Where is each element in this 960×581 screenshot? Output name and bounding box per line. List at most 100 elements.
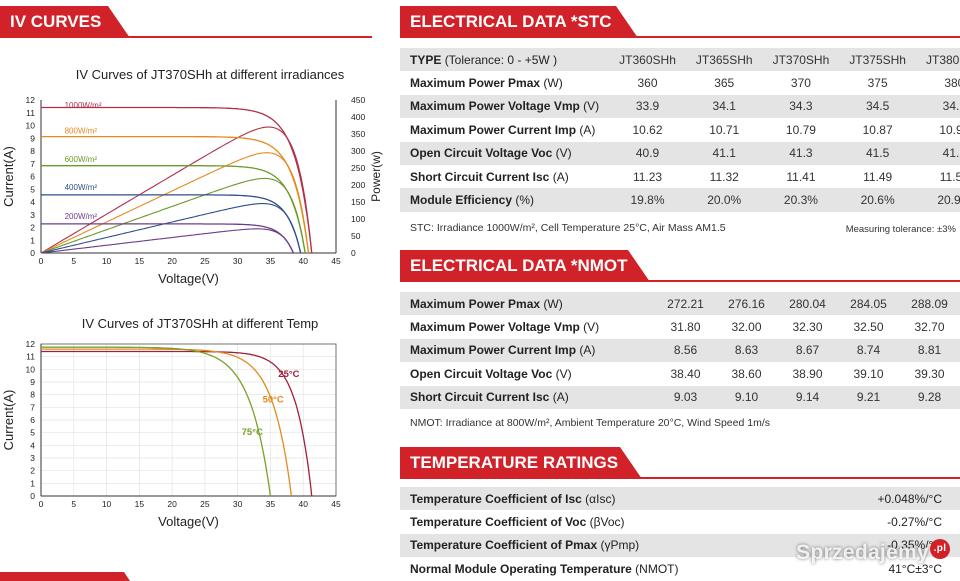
label-text: Short Circuit Current Isc <box>410 390 550 405</box>
label-text: Temperature Coefficient of Isc <box>410 491 582 506</box>
table-row: Open Circuit Voltage Voc (V) 40.9 41.1 41.3… <box>400 141 960 165</box>
label-unit: (V) <box>555 146 572 161</box>
nmot-table: Maximum Power Pmax (W) 272.21 276.16 280.04… <box>400 292 960 409</box>
model-header: JT370SHh <box>762 48 840 72</box>
y2-tick-label: 400 <box>351 112 365 122</box>
cell-value: 20.0% <box>685 188 763 212</box>
iv-curve-line <box>41 350 313 497</box>
series-label: 75°C <box>242 427 263 438</box>
cell-value: 11.41 <box>762 164 840 189</box>
nmot-title: ELECTRICAL DATA *NMOT <box>400 250 650 282</box>
label-unit: (A) <box>579 122 596 137</box>
row-label: Normal Module Operating Temperature (NMO… <box>400 557 825 581</box>
label-text: Temperature Coefficient of Voc <box>410 515 587 530</box>
cell-value: 34.5 <box>839 94 916 119</box>
iv-curve-line <box>41 165 306 254</box>
y-tick-label: 8 <box>30 146 35 156</box>
y-tick-label: 5 <box>30 428 35 438</box>
y-tick-label: 3 <box>30 210 35 220</box>
cell-value: 8.63 <box>716 338 777 363</box>
y-tick-label: 4 <box>30 440 35 450</box>
x-axis-label: Voltage(V) <box>158 271 219 286</box>
cell-value: 11.49 <box>839 164 916 189</box>
x-tick-label: 10 <box>102 499 112 509</box>
row-label: Maximum Power Current Imp (A) <box>400 118 610 142</box>
cell-value: 33.9 <box>609 94 686 119</box>
next-section-tab <box>0 572 130 581</box>
cell-value: 38.60 <box>716 362 777 386</box>
y-tick-label: 0 <box>30 248 35 258</box>
y-tick-label: 1 <box>30 235 35 245</box>
label-unit: (NMOT) <box>635 561 679 576</box>
cell-value: 272.21 <box>655 292 716 316</box>
stc-title: ELECTRICAL DATA *STC <box>400 6 638 38</box>
nmot-header: ELECTRICAL DATA *NMOT <box>400 250 960 282</box>
x-tick-label: 20 <box>167 499 177 509</box>
y-tick-label: 5 <box>30 184 35 194</box>
x-tick-label: 5 <box>71 256 76 266</box>
y-tick-label: 7 <box>30 159 35 169</box>
series-label: 25°C <box>278 369 299 380</box>
table-header-row: TYPE (Tolerance: 0 - +5W ) JT360SHh JT365S… <box>400 48 960 72</box>
cell-value: 10.79 <box>762 118 840 142</box>
y-axis-label: Current(A) <box>1 146 16 207</box>
iv-curve-line <box>41 348 293 497</box>
y2-tick-label: 350 <box>351 129 365 139</box>
temp-table: Temperature Coefficient of Isc (αIsc) +0.… <box>400 487 960 581</box>
cell-value: 11.23 <box>609 164 686 189</box>
x-tick-label: 5 <box>71 499 76 509</box>
iv-chart-temperature: 0 5 10 15 20 25 30 35 40 45012345678910111225°C50… <box>1 339 341 529</box>
x-tick-label: 10 <box>102 256 112 266</box>
label-unit: (Tolerance: 0 - +5W ) <box>444 52 558 67</box>
cell-value: 41.1 <box>685 141 763 165</box>
header-divider <box>400 477 960 479</box>
cell-value: 41°C±3°C <box>824 557 960 581</box>
iv-curves-title: IV CURVES <box>0 6 130 38</box>
cell-value: 9.10 <box>716 385 777 409</box>
cell-value: 8.81 <box>899 338 960 363</box>
stc-note: STC: Irradiance 1000W/m², Cell Temperatu… <box>410 222 726 234</box>
cell-value: 280.04 <box>777 292 838 316</box>
x-tick-label: 25 <box>200 499 210 509</box>
table-row: Module Efficiency (%) 19.8% 20.0% 20.3% 20.6… <box>400 188 960 212</box>
y-tick-label: 9 <box>30 133 35 143</box>
cell-value: 38.90 <box>777 362 838 386</box>
cell-value: 11.58 <box>915 164 960 189</box>
cell-value: 38.40 <box>655 362 716 386</box>
cell-value: 10.96 <box>915 118 960 142</box>
y-tick-label: 2 <box>30 223 35 233</box>
watermark: Sprzedajemy .pl <box>796 539 950 565</box>
label-text: Maximum Power Current Imp <box>410 122 577 137</box>
y2-tick-label: 300 <box>351 146 365 156</box>
x-tick-label: 40 <box>298 499 308 509</box>
series-label: 1000W/m² <box>65 101 102 110</box>
series-label: 800W/m² <box>65 127 98 136</box>
row-label: Open Circuit Voltage Voc (V) <box>400 141 610 165</box>
label-unit: (βVoc) <box>589 515 625 530</box>
table-row: Maximum Power Current Imp (A) 10.62 10.71 1… <box>400 118 960 142</box>
table-row: Maximum Power Voltage Vmp (V) 33.9 34.1 34.… <box>400 94 960 119</box>
model-header: JT380SHh <box>915 48 960 72</box>
cell-value: 41.3 <box>762 141 840 165</box>
cell-value: 10.71 <box>685 118 763 142</box>
label-text: Temperature Coefficient of Pmax <box>410 538 598 553</box>
stc-table: TYPE (Tolerance: 0 - +5W ) JT360SHh JT365S… <box>400 48 960 212</box>
table-row: Short Circuit Current Isc (A) 11.23 11.32 1… <box>400 164 960 189</box>
iv-curves-header: IV CURVES <box>0 6 372 38</box>
series-label: 600W/m² <box>65 155 98 164</box>
cell-value: 41.5 <box>839 141 916 165</box>
y2-tick-label: 0 <box>351 248 356 258</box>
label-unit: (W) <box>543 296 563 311</box>
y-tick-label: 7 <box>30 402 35 412</box>
table-row: Maximum Power Current Imp (A) 8.56 8.63 8.6… <box>400 338 960 363</box>
cell-value: 11.32 <box>685 164 763 189</box>
table-row: Normal Module Operating Temperature (NMO… <box>400 557 960 581</box>
row-label: Temperature Coefficient of Isc (αIsc) <box>400 487 825 511</box>
cell-value: 32.50 <box>838 315 899 339</box>
cell-value: 34.1 <box>685 94 763 119</box>
row-label: Maximum Power Pmax (W) <box>400 71 610 95</box>
y-tick-label: 10 <box>26 364 36 374</box>
x-tick-label: 35 <box>266 256 276 266</box>
temp-title: TEMPERATURE RATINGS <box>400 447 642 479</box>
y-tick-label: 11 <box>26 108 35 118</box>
